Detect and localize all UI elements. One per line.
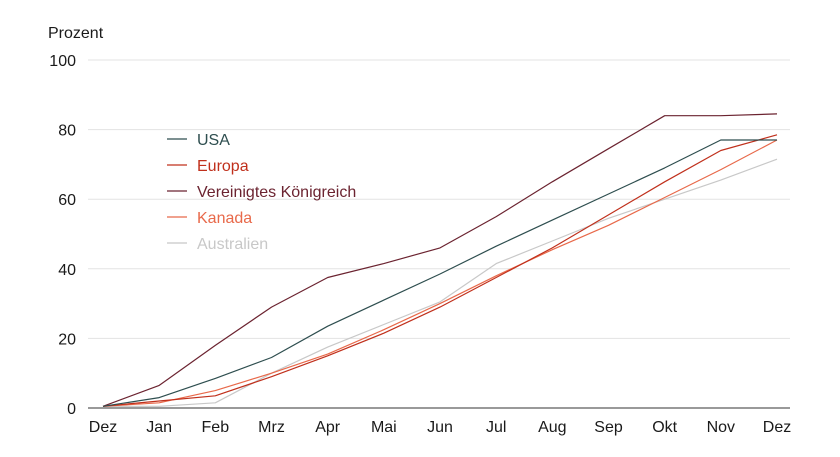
legend-label: Europa: [197, 158, 249, 175]
x-tick-label: Okt: [652, 419, 677, 436]
x-tick-label: Nov: [707, 419, 735, 436]
x-tick-label: Aug: [538, 419, 566, 436]
legend: USA Europa Vereinigtes Königreich Kanada Aus…: [167, 132, 356, 253]
y-tick-label: 80: [58, 123, 76, 140]
series-lines: [102, 113, 778, 407]
y-tick-label: 40: [58, 262, 76, 279]
legend-label: Vereinigtes Königreich: [197, 184, 356, 201]
legend-label: USA: [197, 132, 230, 149]
series-line-3: [102, 139, 778, 407]
legend-label: Australien: [197, 236, 268, 253]
x-tick-label: Feb: [202, 419, 230, 436]
series-line-0: [102, 139, 777, 407]
x-tick-label: Dez: [763, 419, 791, 436]
x-axis-ticks: Dez Jan Feb Mrz Apr Mai Jun Jul Aug Sep Okt Nov Dez: [89, 419, 791, 436]
x-tick-label: Mrz: [258, 419, 285, 436]
x-tick-label: Jun: [427, 419, 453, 436]
x-tick-label: Apr: [315, 419, 341, 436]
series-line-4: [103, 158, 778, 407]
x-tick-label: Sep: [594, 419, 623, 436]
y-tick-label: 60: [58, 192, 76, 209]
y-tick-label: 0: [67, 401, 76, 418]
y-tick-label: 100: [49, 53, 76, 70]
x-tick-label: Mai: [371, 419, 397, 436]
y-axis-label: Prozent: [48, 25, 104, 42]
y-axis-ticks: 0 20 40 60 80 100: [49, 53, 76, 418]
grid-lines: [88, 59, 790, 409]
legend-label: Kanada: [197, 210, 252, 227]
y-tick-label: 20: [58, 331, 76, 348]
x-tick-label: Jan: [146, 419, 172, 436]
x-tick-label: Dez: [89, 419, 117, 436]
series-line-2: [102, 113, 778, 407]
x-tick-label: Jul: [486, 419, 506, 436]
series-line-1: [102, 134, 778, 407]
